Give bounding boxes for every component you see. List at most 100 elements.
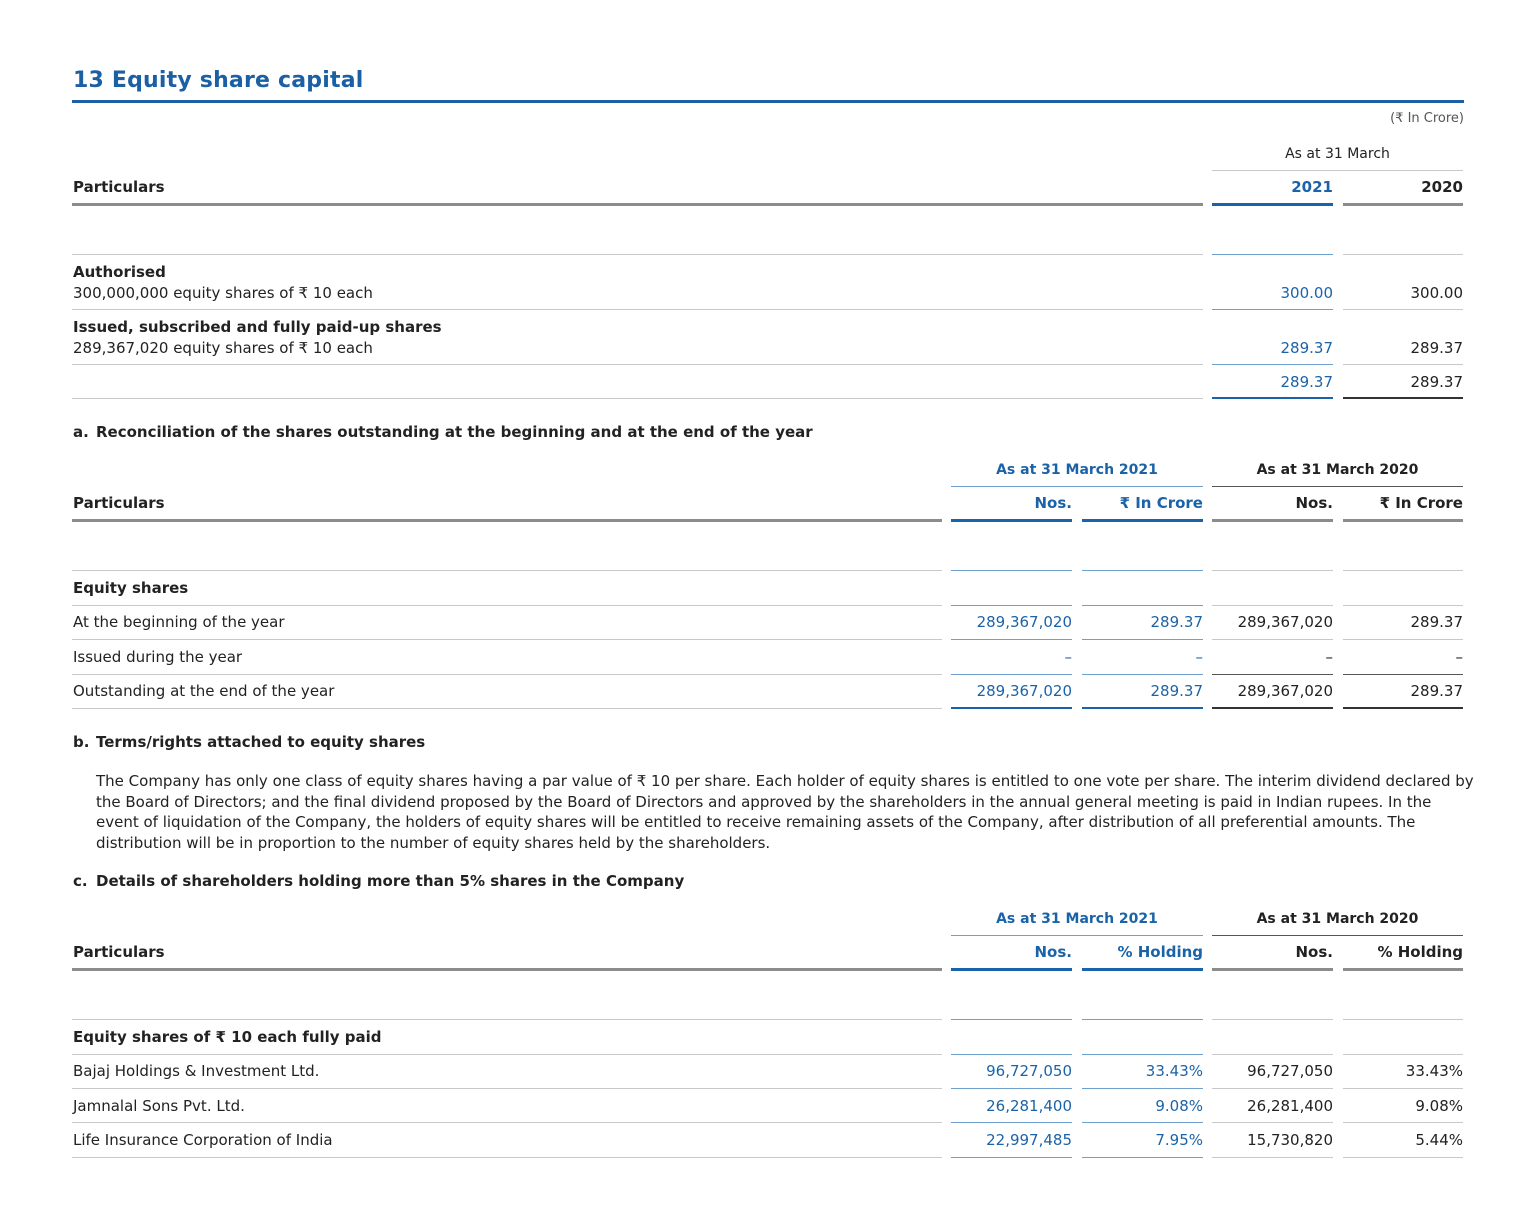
table-cell: 289,367,020 — [1237, 682, 1333, 700]
table-cell: 9.08% — [1415, 1097, 1463, 1115]
section-a-rule — [1082, 570, 1203, 571]
table1-group-rule — [1212, 170, 1463, 171]
section-c-group-rule — [1212, 935, 1463, 936]
table-cell: 96,727,050 — [1247, 1062, 1333, 1080]
section-a-col4: ₹ In Crore — [1379, 494, 1463, 512]
table1-total-rule — [1343, 397, 1463, 399]
section-a-subheading: Equity shares — [73, 579, 189, 597]
section-c-heading: Details of shareholders holding more tha… — [96, 872, 685, 890]
section-a-rule — [951, 674, 1072, 675]
section-a-rule — [72, 708, 942, 709]
section-c-rule — [1212, 1088, 1333, 1089]
section-c-header-rule — [951, 968, 1072, 971]
authorised-2021: 300.00 — [1280, 284, 1334, 302]
table-cell: 33.43% — [1405, 1062, 1463, 1080]
section-c-rule — [951, 1054, 1072, 1055]
section-a-rule — [1212, 570, 1333, 571]
section-c-group1: As at 31 March 2021 — [996, 911, 1158, 927]
table1-header-rule — [72, 203, 1203, 206]
unit-note: (₹ In Crore) — [1390, 111, 1464, 126]
table1-rule — [1343, 364, 1463, 365]
table1-header-rule-2021 — [1212, 203, 1333, 206]
section-c-rule — [72, 1088, 942, 1089]
section-c-rule — [1212, 1019, 1333, 1020]
table1-rule — [1212, 309, 1333, 310]
issued-heading: Issued, subscribed and fully paid-up sha… — [73, 318, 442, 336]
page-title: 13 Equity share capital — [73, 68, 364, 93]
section-c-rule — [1082, 1054, 1203, 1055]
table-cell: 289.37 — [1410, 682, 1464, 700]
section-b-label: b. — [73, 733, 90, 751]
section-b-paragraph: The Company has only one class of equity… — [96, 772, 1474, 852]
table1-year1-header: 2021 — [1291, 178, 1333, 196]
section-c-group2: As at 31 March 2020 — [1256, 911, 1419, 927]
section-c-rule — [72, 1122, 942, 1123]
section-a-rule — [1343, 639, 1463, 640]
section-c-header-rule — [1212, 968, 1333, 971]
table-cell: 96,727,050 — [986, 1062, 1072, 1080]
section-c-rule — [1343, 1122, 1463, 1123]
table-cell: 5.44% — [1415, 1131, 1463, 1149]
table-cell: 9.08% — [1155, 1097, 1203, 1115]
table-cell: 26,281,400 — [986, 1097, 1072, 1115]
table-row-label: Life Insurance Corporation of India — [73, 1131, 333, 1149]
table1-rule — [72, 398, 1203, 399]
section-c-rule — [1343, 1019, 1463, 1020]
section-a-rule — [1212, 605, 1333, 606]
table-row-label: Jamnalal Sons Pvt. Ltd. — [73, 1097, 245, 1115]
section-a-rule — [1212, 674, 1333, 675]
section-c-rule — [951, 1088, 1072, 1089]
section-c-subheading: Equity shares of ₹ 10 each fully paid — [73, 1028, 382, 1046]
section-a-rule — [1343, 570, 1463, 571]
section-a-rule — [72, 605, 942, 606]
authorised-2020: 300.00 — [1410, 284, 1464, 302]
authorised-heading: Authorised — [73, 263, 166, 281]
section-c-rule — [1343, 1157, 1463, 1158]
title-rule — [72, 100, 1464, 103]
section-c-rule — [1082, 1088, 1203, 1089]
table-cell: 7.95% — [1155, 1131, 1203, 1149]
section-a-rule — [1082, 639, 1203, 640]
section-a-group-rule — [1212, 486, 1463, 487]
section-c-col2: % Holding — [1117, 943, 1203, 961]
total-2020: 289.37 — [1410, 373, 1464, 391]
section-c-rule — [951, 1122, 1072, 1123]
section-c-rule — [951, 1157, 1072, 1158]
section-c-col4: % Holding — [1377, 943, 1463, 961]
section-c-group-rule — [951, 935, 1203, 936]
authorised-text: 300,000,000 equity shares of ₹ 10 each — [73, 284, 373, 302]
table1-rule — [1212, 364, 1333, 365]
section-a-header-rule — [72, 519, 942, 522]
section-a-header-rule — [951, 519, 1072, 522]
section-a-rule — [1343, 674, 1463, 675]
section-c-rule — [1212, 1157, 1333, 1158]
table-cell: 22,997,485 — [986, 1131, 1072, 1149]
issued-2021: 289.37 — [1280, 339, 1334, 357]
table-row-label: Issued during the year — [73, 648, 243, 666]
table-cell: 289.37 — [1410, 613, 1464, 631]
section-c-rule — [72, 1054, 942, 1055]
section-a-rule — [72, 639, 942, 640]
table1-rule — [72, 364, 1203, 365]
section-c-rule — [1082, 1157, 1203, 1158]
table-cell: 289,367,020 — [1237, 613, 1333, 631]
table-cell: – — [1455, 648, 1464, 666]
section-c-rule — [1343, 1088, 1463, 1089]
table-cell: 26,281,400 — [1247, 1097, 1333, 1115]
table-row-label: At the beginning of the year — [73, 613, 285, 631]
table1-year2-header: 2020 — [1421, 178, 1463, 196]
section-c-rule — [951, 1019, 1072, 1020]
table-cell: – — [1064, 648, 1073, 666]
table1-rule — [72, 309, 1203, 310]
table-cell: 15,730,820 — [1247, 1131, 1333, 1149]
section-c-header-rule — [1343, 968, 1463, 971]
section-a-rule — [951, 570, 1072, 571]
section-c-rule — [72, 1019, 942, 1020]
table-row-label: Outstanding at the end of the year — [73, 682, 335, 700]
section-c-col3: Nos. — [1295, 943, 1334, 961]
section-c-particulars-header: Particulars — [73, 943, 165, 961]
section-a-particulars-header: Particulars — [73, 494, 165, 512]
section-c-label: c. — [73, 872, 88, 890]
section-b-heading: Terms/rights attached to equity shares — [96, 733, 426, 751]
table-cell: 289.37 — [1150, 613, 1204, 631]
